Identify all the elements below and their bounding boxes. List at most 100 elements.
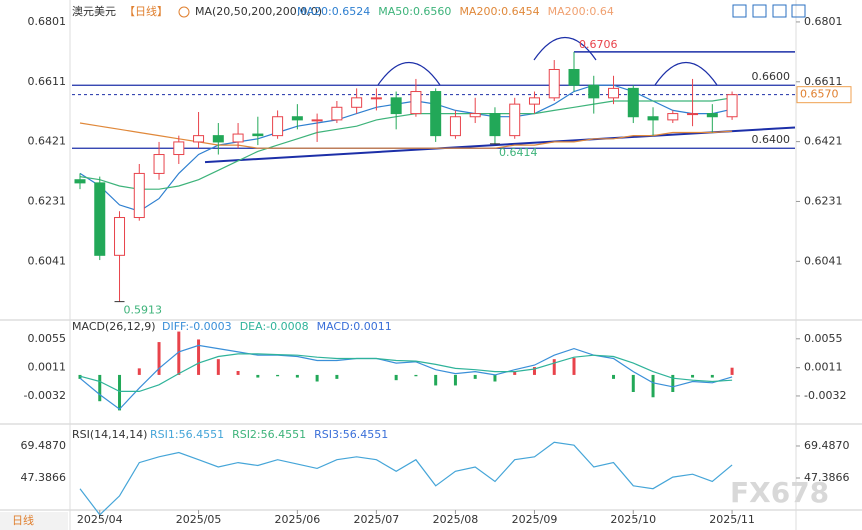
icon[interactable] xyxy=(791,4,806,18)
icon[interactable] xyxy=(752,4,767,18)
series-line xyxy=(79,353,733,392)
y-tick-label: 0.6611 xyxy=(804,75,843,88)
candle-body xyxy=(430,91,442,137)
y-tick-label: -0.0032 xyxy=(24,389,66,402)
y-tick-label: -0.0032 xyxy=(804,389,846,402)
panel-title: MACD(26,12,9) xyxy=(72,320,156,333)
x-tick-label: 2025/05 xyxy=(176,513,222,526)
candle-body xyxy=(173,141,185,156)
watermark: FX678 xyxy=(730,476,829,509)
series-line xyxy=(79,122,733,149)
legend-entry: MA50:0.6560 xyxy=(378,5,451,18)
candle-body xyxy=(212,135,224,143)
candle-body xyxy=(153,154,165,174)
y-tick-label: 69.4870 xyxy=(804,439,850,452)
x-tick-label: 2025/10 xyxy=(610,513,656,526)
candle-body xyxy=(370,97,382,100)
current-price-tag xyxy=(796,86,852,104)
series-line xyxy=(79,344,733,410)
candle-body xyxy=(94,182,106,256)
candle-body xyxy=(568,68,580,86)
y-tick-label: 0.0055 xyxy=(28,332,67,345)
legend-entry: MA200:0.64 xyxy=(548,5,614,18)
arc xyxy=(377,61,441,86)
series-line xyxy=(79,441,733,516)
candle-body xyxy=(528,97,540,105)
candle-body xyxy=(449,116,461,137)
trendline xyxy=(204,126,796,164)
candle-body xyxy=(489,113,501,137)
legend-entry: RSI3:56.4551 xyxy=(314,428,388,441)
y-tick-label: 47.3866 xyxy=(21,471,67,484)
y-tick-label: 0.6041 xyxy=(804,254,843,267)
x-tick-label: 2025/06 xyxy=(275,513,321,526)
candle-body xyxy=(469,113,481,118)
candle-body xyxy=(627,87,639,118)
candle-body xyxy=(114,217,126,256)
candle-body xyxy=(291,116,303,121)
candle-body xyxy=(608,87,620,99)
candle-body xyxy=(193,135,205,143)
legend-entry: RSI2:56.4551 xyxy=(232,428,306,441)
candle-body xyxy=(351,97,363,108)
legend-entry: MACD:0.0011 xyxy=(317,320,392,333)
arc xyxy=(654,61,718,86)
y-tick-label: 0.6041 xyxy=(28,254,67,267)
x-tick-label: 2025/08 xyxy=(433,513,479,526)
candle-body xyxy=(706,113,718,118)
y-tick-label: 69.4870 xyxy=(21,439,67,452)
period-button-label: 日线 xyxy=(12,513,34,527)
y-tick-label: 47.3866 xyxy=(804,471,850,484)
y-tick-label: 0.0011 xyxy=(804,361,843,374)
legend-entry: MA200:0.6454 xyxy=(459,5,539,18)
icon[interactable] xyxy=(772,4,787,18)
x-tick-label: 2025/11 xyxy=(709,513,755,526)
legend-entry: DEA:-0.0008 xyxy=(240,320,309,333)
period-button[interactable] xyxy=(0,512,68,530)
current-price-label: 0.6570 xyxy=(800,88,839,101)
candle-body xyxy=(509,103,521,137)
y-tick-label: 0.0055 xyxy=(804,332,843,345)
candle-body xyxy=(687,113,699,116)
x-tick-label: 2025/04 xyxy=(77,513,123,526)
toggle[interactable] xyxy=(178,6,190,18)
candle-body xyxy=(252,133,264,137)
level-label: 0.6400 xyxy=(752,133,791,146)
x-tick-label: 2025/07 xyxy=(354,513,400,526)
level-label: 0.6600 xyxy=(752,70,791,83)
candle-body xyxy=(588,84,600,99)
high-label: 0.6706 xyxy=(579,38,618,51)
low-label: 0.5913 xyxy=(124,304,162,317)
panel-title: RSI(14,14,14) xyxy=(72,428,147,441)
candle-body xyxy=(667,113,679,121)
chart-title: 澳元美元 xyxy=(72,5,116,18)
legend-entry: RSI1:56.4551 xyxy=(150,428,224,441)
y-tick-label: 0.6421 xyxy=(28,135,67,148)
legend-entry: DIFF:-0.0003 xyxy=(162,320,232,333)
y-tick-label: 0.6231 xyxy=(28,194,67,207)
y-tick-label: 0.6421 xyxy=(804,135,843,148)
y-tick-label: 0.6231 xyxy=(804,194,843,207)
series-line xyxy=(79,84,733,212)
y-tick-label: 0.0011 xyxy=(28,361,67,374)
x-tick-label: 2025/09 xyxy=(512,513,558,526)
candle-body xyxy=(133,172,145,219)
icon[interactable] xyxy=(732,4,747,18)
candle-body xyxy=(410,91,422,115)
indicator: MA(20,50,200,200,0,0) xyxy=(195,5,322,18)
candle-body xyxy=(232,133,244,143)
candle-body xyxy=(390,97,402,115)
y-tick-label: 0.6611 xyxy=(28,75,67,88)
legend-entry: MA20:0.6524 xyxy=(297,5,370,18)
low-label: 0.6414 xyxy=(499,146,537,159)
y-tick-label: 0.6801 xyxy=(804,15,843,28)
candle-body xyxy=(331,106,343,121)
candle-body xyxy=(311,119,323,122)
candle-body xyxy=(548,68,560,99)
period: 【日线】 xyxy=(124,4,168,18)
candle-body xyxy=(726,94,738,118)
candle-body xyxy=(272,116,284,137)
candle-body xyxy=(647,116,659,121)
